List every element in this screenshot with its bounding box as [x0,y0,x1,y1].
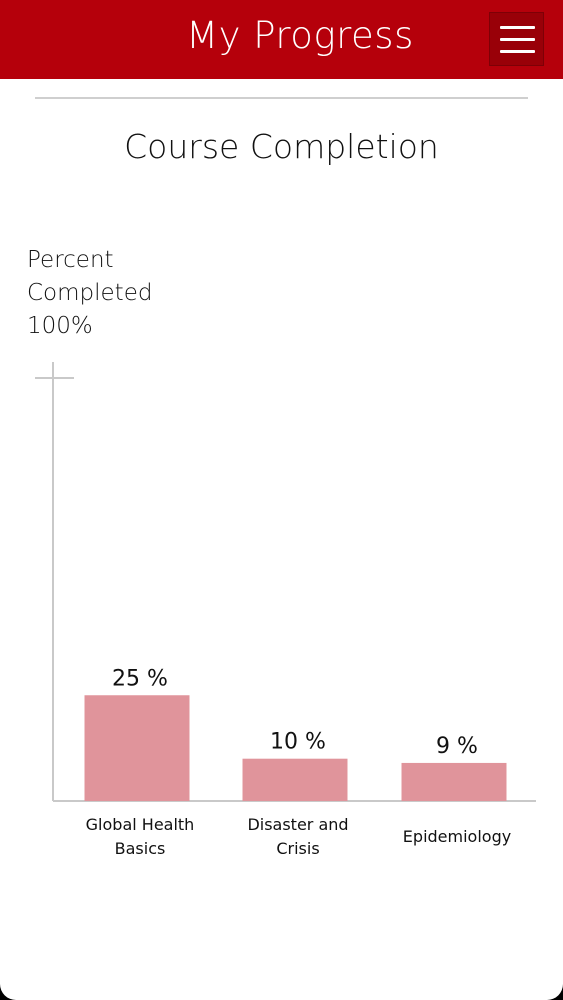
category-label: Disaster and [247,815,348,834]
category-label: Crisis [276,839,319,858]
category-label: Basics [115,839,166,858]
data-label: 25 % [112,666,168,691]
divider [35,97,528,99]
hamburger-menu-icon [500,26,535,29]
bar [242,758,348,801]
data-label: 10 % [270,730,326,755]
y-axis-label-line: Completed [27,280,153,306]
menu-button[interactable] [489,12,544,66]
category-label: Global Health [86,815,195,834]
hamburger-menu-icon [500,50,535,53]
category-label: Epidemiology [403,827,511,846]
y-axis-label-line: 100% [27,313,93,339]
y-axis-label-line: Percent [27,247,114,273]
bar [84,695,190,801]
y-axis-label: Percent Completed 100% [27,244,152,343]
bar [401,762,507,801]
chart-title: Course Completion [124,127,439,166]
page-title: My Progress [186,14,414,57]
data-label: 9 % [436,734,478,759]
app-header: My Progress [0,0,563,79]
hamburger-menu-icon [500,38,535,41]
